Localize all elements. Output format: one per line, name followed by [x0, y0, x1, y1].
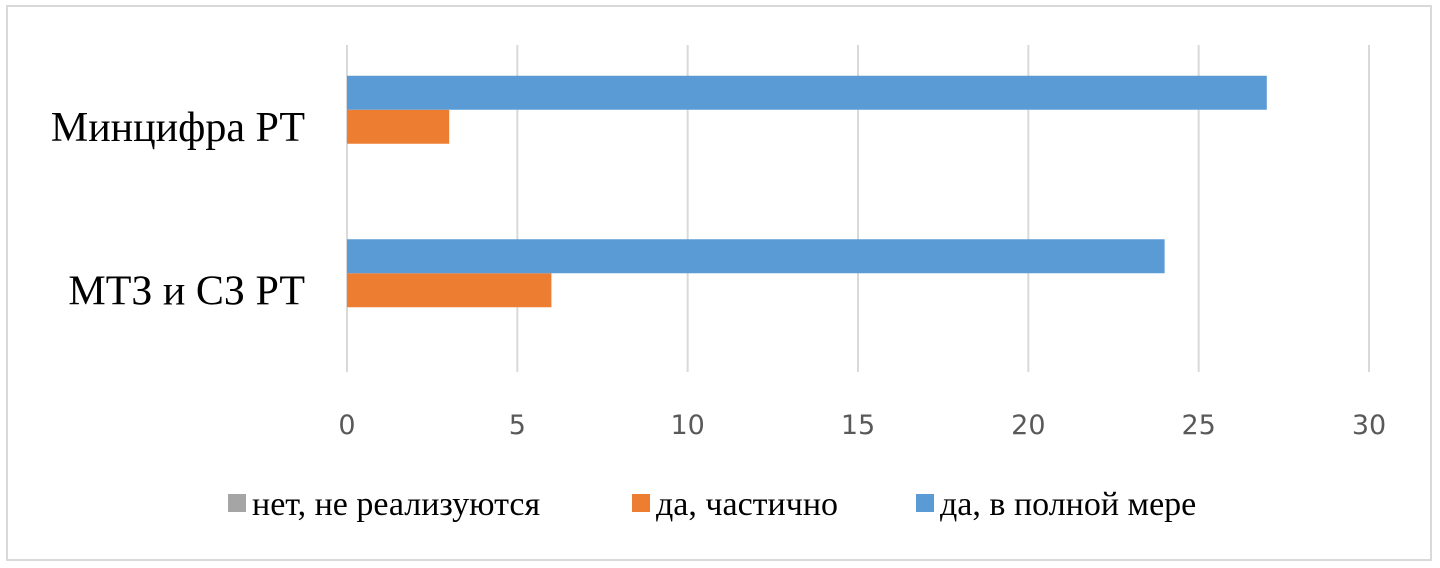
bar-0-1 [347, 109, 450, 144]
bars [347, 75, 1267, 308]
x-axis-tick-labels: 0 5 10 15 20 25 30 [338, 410, 1386, 441]
legend-swatch-2 [916, 494, 934, 512]
legend: нет, не реализуются да, частично да, в пол… [228, 486, 1196, 523]
bar-0-2 [347, 75, 1267, 110]
bar-1-1 [347, 273, 552, 308]
x-tick-label-15: 15 [841, 410, 875, 441]
legend-label-1: да, частично [656, 486, 838, 523]
category-labels: Минцифра РТ МТЗ и СЗ РТ [51, 105, 305, 315]
x-tick-label-10: 10 [670, 410, 704, 441]
legend-label-2: да, в полной мере [940, 486, 1196, 523]
legend-swatch-0 [228, 494, 246, 512]
x-tick-label-0: 0 [338, 410, 355, 441]
legend-swatch-1 [632, 494, 650, 512]
x-tick-label-20: 20 [1011, 410, 1045, 441]
category-label-1: МТЗ и СЗ РТ [68, 268, 305, 314]
category-label-0: Минцифра РТ [51, 105, 305, 151]
x-tick-label-25: 25 [1181, 410, 1215, 441]
bar-1-2 [347, 239, 1165, 274]
x-tick-label-5: 5 [509, 410, 526, 441]
legend-label-0: нет, не реализуются [252, 486, 540, 523]
x-tick-label-30: 30 [1352, 410, 1386, 441]
